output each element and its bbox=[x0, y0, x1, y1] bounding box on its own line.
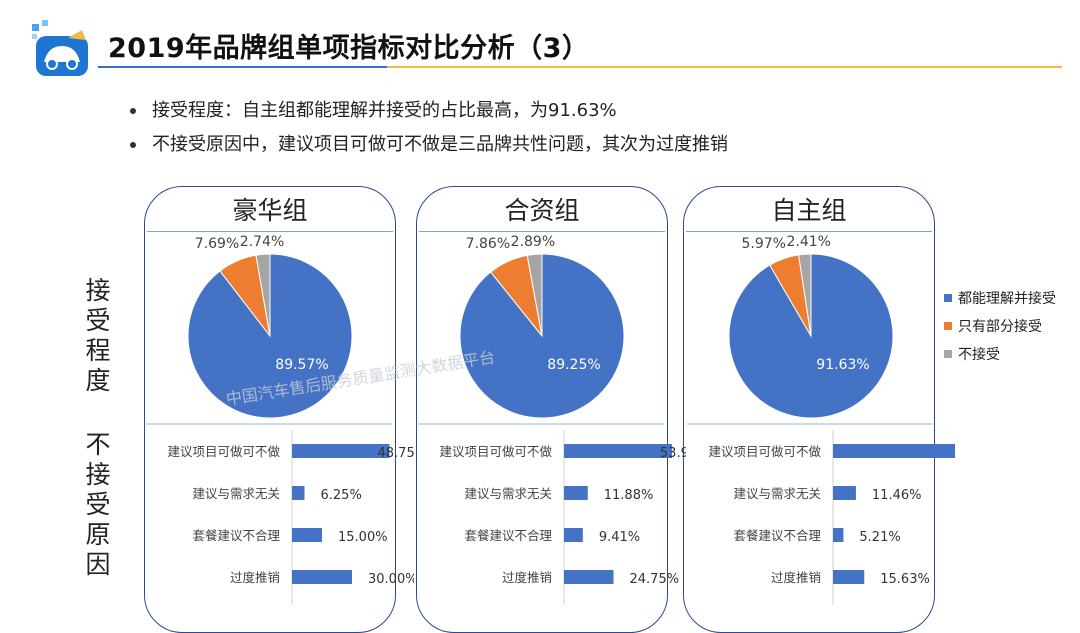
bar-category-label: 建议与需求无关 bbox=[464, 486, 552, 501]
panel-joint-venture: 合资组 bbox=[416, 186, 668, 633]
bar-category-label: 建议项目可做可不做 bbox=[439, 444, 552, 459]
bar bbox=[833, 528, 844, 542]
legend-item: 只有部分接受 bbox=[944, 318, 1056, 346]
chart-joint-venture: 89.25% 7.86%2.89% 建议项目可做可不做 53.96% 建议与需求无关 11… bbox=[418, 234, 686, 605]
pie-slice bbox=[187, 253, 353, 419]
bar-data-label: 5.21% bbox=[859, 530, 900, 545]
bar-category-label: 套餐建议不合理 bbox=[464, 528, 552, 543]
group-title: 豪华组 bbox=[232, 196, 308, 225]
panel-divider bbox=[419, 231, 665, 232]
bar-data-label: 9.41% bbox=[599, 530, 640, 545]
group-title: 合资组 bbox=[504, 196, 580, 225]
bar-data-label: 11.46% bbox=[872, 488, 922, 503]
bullet-item: 接受程度：自主组都能理解并接受的占比最高，为91.63% bbox=[126, 98, 728, 132]
platform-logo-icon bbox=[32, 20, 88, 76]
chart-luxury: 89.57% 7.69%2.74% 建议项目可做可不做 48.75% 建议与需求无关 6.… bbox=[146, 234, 415, 605]
pie-slice bbox=[526, 253, 543, 337]
pie-data-label: 91.63% bbox=[816, 357, 869, 373]
bar-category-label: 过度推销 bbox=[502, 570, 552, 585]
summary-bullets: 接受程度：自主组都能理解并接受的占比最高，为91.63% 不接受原因中，建议项目… bbox=[126, 98, 728, 166]
bar bbox=[833, 486, 856, 500]
legend-item: 不接受 bbox=[944, 346, 1056, 374]
bar bbox=[292, 570, 352, 584]
pie-data-label: 5.97% bbox=[741, 236, 785, 252]
bar-category-label: 建议项目可做可不做 bbox=[167, 444, 280, 459]
panel-divider bbox=[147, 231, 393, 232]
bar-data-label: 48.75% bbox=[378, 446, 415, 461]
bar-category-label: 过度推销 bbox=[771, 570, 821, 585]
pie-slice bbox=[798, 253, 812, 337]
bar bbox=[833, 444, 955, 458]
bar bbox=[292, 528, 322, 542]
bar-data-label: 11.88% bbox=[604, 488, 654, 503]
pie-slice bbox=[255, 253, 271, 337]
bar bbox=[564, 486, 588, 500]
bar-category-label: 建议与需求无关 bbox=[733, 486, 821, 501]
row-label-accept: 接受程度 bbox=[85, 276, 111, 395]
panel-domestic: 自主组 bbox=[683, 186, 935, 633]
pie-data-label: 89.57% bbox=[275, 357, 328, 373]
bar-category-label: 套餐建议不合理 bbox=[192, 528, 280, 543]
pie-data-label: 2.74% bbox=[240, 234, 284, 250]
chart-domestic: 91.63%5.97%2.41%建议项目可做可不做67.71%建议与需求无关11… bbox=[687, 234, 955, 605]
legend-swatch bbox=[944, 350, 952, 358]
bar-data-label: 30.00% bbox=[368, 572, 414, 587]
legend-label: 都能理解并接受 bbox=[958, 291, 1056, 307]
bar-data-label: 53.96% bbox=[660, 446, 686, 461]
bar bbox=[564, 444, 672, 458]
pie-data-label: 7.69% bbox=[195, 236, 239, 252]
row-label-reason: 不接受原因 bbox=[85, 430, 111, 579]
pie-data-label: 2.89% bbox=[511, 234, 555, 250]
bar-data-label: 15.00% bbox=[338, 530, 388, 545]
bar bbox=[564, 528, 583, 542]
legend-item: 都能理解并接受 bbox=[944, 290, 1056, 318]
pie-legend: 都能理解并接受 只有部分接受 不接受 bbox=[944, 290, 1056, 374]
bar bbox=[292, 486, 305, 500]
bar bbox=[292, 444, 390, 458]
legend-label: 不接受 bbox=[958, 347, 1000, 363]
bar-category-label: 过度推销 bbox=[230, 570, 280, 585]
panel-divider bbox=[686, 231, 932, 232]
page-title: 2019年品牌组单项指标对比分析（3） bbox=[108, 33, 590, 64]
bar-category-label: 建议与需求无关 bbox=[192, 486, 280, 501]
group-title: 自主组 bbox=[771, 196, 847, 225]
bar-data-label: 6.25% bbox=[321, 488, 362, 503]
title-underline bbox=[98, 66, 1062, 68]
legend-swatch bbox=[944, 322, 952, 330]
legend-swatch bbox=[944, 294, 952, 302]
pie-data-label: 89.25% bbox=[547, 357, 600, 373]
bar bbox=[833, 570, 865, 584]
pie-data-label: 7.86% bbox=[466, 236, 510, 252]
bar-data-label: 15.63% bbox=[880, 572, 930, 587]
legend-label: 只有部分接受 bbox=[958, 319, 1042, 335]
bar-data-label: 24.75% bbox=[630, 572, 680, 587]
bar-category-label: 套餐建议不合理 bbox=[733, 528, 821, 543]
pie-data-label: 2.41% bbox=[786, 234, 830, 250]
bullet-item: 不接受原因中，建议项目可做可不做是三品牌共性问题，其次为过度推销 bbox=[126, 132, 728, 166]
bar-category-label: 建议项目可做可不做 bbox=[708, 444, 821, 459]
bar bbox=[564, 570, 614, 584]
